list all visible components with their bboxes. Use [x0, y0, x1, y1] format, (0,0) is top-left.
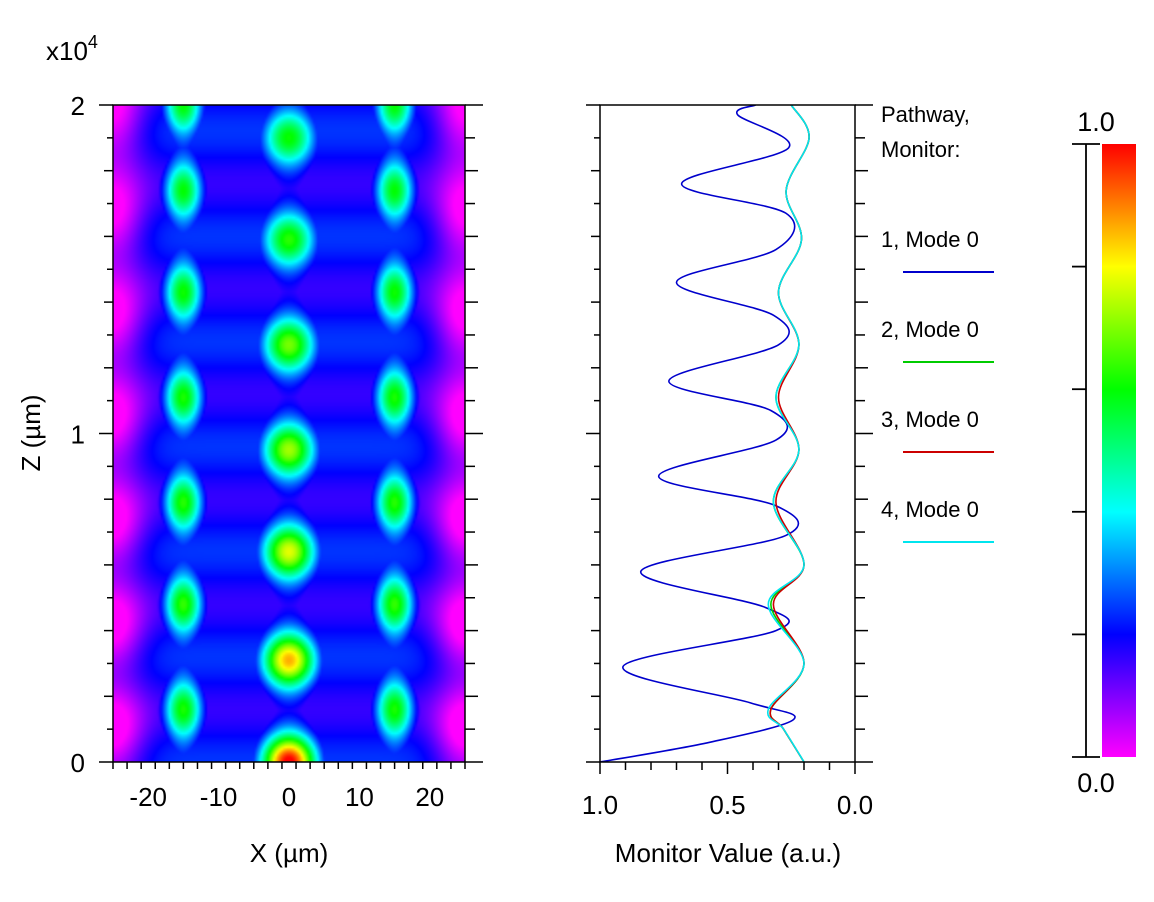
monitor-frame [599, 104, 856, 763]
monitor-x-tick-label: 0.5 [709, 790, 745, 820]
y-tick-label: 0 [71, 748, 85, 778]
monitor-x-ticks: 1.0 0.5 0.0 [582, 762, 873, 820]
legend-title-line-1: Pathway, [881, 102, 970, 127]
heatmap-y-ticks: 0 1 2 [71, 91, 483, 778]
x-tick-label: -10 [200, 782, 238, 812]
heatmap-panel: x104 -20 -10 0 10 20 0 1 2 X (µm) Z (µm) [16, 32, 483, 868]
legend-entry-label: 4, Mode 0 [881, 497, 979, 522]
heatmap-x-axis-label: X (µm) [250, 838, 329, 868]
x-tick-label: 20 [415, 782, 444, 812]
monitor-x-tick-label: 0.0 [837, 790, 873, 820]
monitor-x-tick-label: 1.0 [582, 790, 618, 820]
colorbar-gradient [1102, 144, 1136, 757]
heatmap-image [113, 105, 465, 762]
colorbar-ticks [1072, 143, 1100, 758]
legend-entry-label: 2, Mode 0 [881, 317, 979, 342]
colorbar-min-label: 0.0 [1077, 768, 1115, 798]
series-line-1 [600, 105, 800, 762]
colorbar-max-label: 1.0 [1077, 107, 1115, 137]
monitor-x-axis-label: Monitor Value (a.u.) [615, 838, 841, 868]
y-multiplier: x104 [46, 32, 98, 66]
x-tick-label: 0 [282, 782, 296, 812]
heatmap-y-axis-label: Z (µm) [16, 394, 46, 471]
x-tick-label: 10 [345, 782, 374, 812]
monitor-lines [600, 105, 810, 762]
legend-title-line-2: Monitor: [881, 137, 960, 162]
monitor-panel: 1.0 0.5 0.0 Monitor Value (a.u.) [582, 104, 873, 868]
x-tick-label: -20 [129, 782, 167, 812]
monitor-y-ticks [586, 104, 873, 763]
y-tick-label: 2 [71, 91, 85, 121]
heatmap-x-ticks: -20 -10 0 10 20 [112, 762, 466, 812]
legend: Pathway, Monitor: 1, Mode 0 2, Mode 0 3, M… [881, 102, 994, 543]
y-tick-label: 1 [71, 420, 85, 450]
colorbar: 1.0 0.0 [1072, 107, 1136, 798]
series-line-4 [766, 105, 810, 762]
legend-entry-label: 3, Mode 0 [881, 407, 979, 432]
legend-entry-label: 1, Mode 0 [881, 227, 979, 252]
